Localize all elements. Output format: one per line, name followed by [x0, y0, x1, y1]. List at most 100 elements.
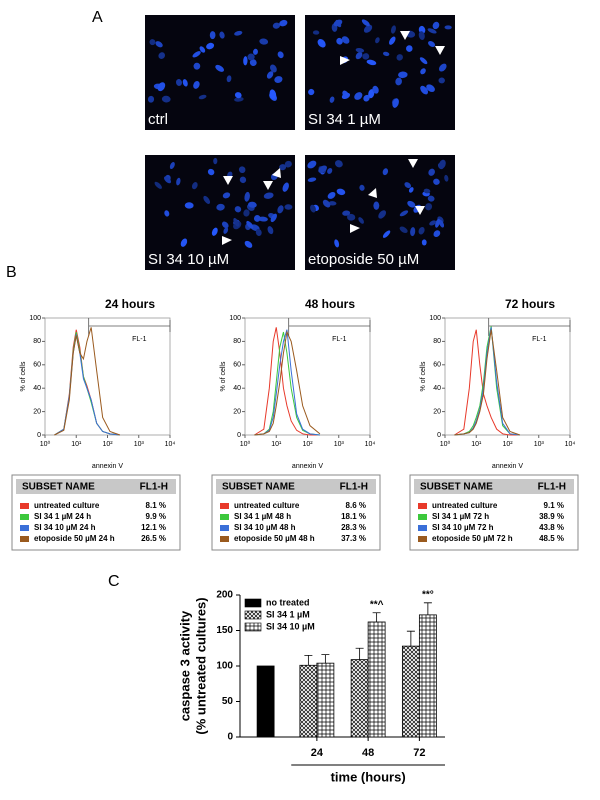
nucleus	[277, 51, 284, 59]
nucleus	[334, 239, 340, 248]
nucleus	[398, 71, 408, 79]
table-cell: SI 34 10 µM 72 h	[432, 523, 494, 532]
x-tick-label: 10²	[102, 441, 113, 448]
nucleus	[253, 48, 258, 55]
nucleus	[407, 200, 416, 208]
table-cell: 12.1 %	[141, 523, 166, 532]
nucleus	[161, 95, 171, 103]
nucleus	[198, 94, 207, 100]
nucleus	[363, 94, 370, 102]
nucleus	[246, 220, 254, 229]
nucleus	[322, 199, 331, 208]
nucleus	[342, 210, 351, 216]
nucleus	[444, 25, 452, 30]
table-header: SUBSET NAME	[420, 482, 493, 493]
bar	[256, 665, 275, 738]
histogram-curve	[54, 329, 120, 436]
arrow	[340, 56, 350, 65]
nucleus	[336, 37, 343, 45]
nucleus	[248, 201, 257, 208]
nucleus	[266, 71, 274, 79]
nucleus	[203, 195, 211, 204]
y-axis-label: (% untreated cultures)	[193, 597, 208, 734]
nucleus	[389, 36, 396, 45]
y-tick-label: 50	[222, 696, 234, 707]
nucleus	[226, 75, 232, 83]
histogram-curve	[54, 334, 120, 436]
x-axis-label: time (hours)	[331, 769, 406, 784]
nucleus	[211, 227, 218, 236]
table-cell: untreated culture	[432, 501, 498, 510]
y-tick-label: 40	[33, 385, 41, 392]
histogram-curve	[454, 329, 521, 436]
table-header: FL1-H	[340, 482, 368, 493]
gate-bracket	[488, 318, 571, 336]
legend-swatch	[244, 622, 262, 632]
table-cell: untreated culture	[34, 501, 100, 510]
nucleus	[180, 238, 188, 247]
nucleus	[192, 51, 201, 58]
panel-label: A	[92, 9, 103, 26]
y-tick-label: 20	[233, 408, 241, 415]
nucleus	[284, 204, 293, 210]
nucleus	[327, 168, 333, 174]
legend-swatch	[220, 525, 229, 531]
table-cell: 9.1 %	[544, 501, 564, 510]
x-tick-label: 10⁰	[40, 440, 51, 448]
x-tick-label: 24	[311, 747, 324, 759]
nucleus	[193, 62, 201, 70]
x-axis-label: annexin V	[92, 463, 123, 470]
table-cell: etoposide 50 µM 48 h	[234, 534, 315, 543]
nucleus	[149, 39, 156, 46]
histogram-curve	[254, 329, 320, 436]
table-cell: etoposide 50 µM 24 h	[34, 534, 115, 543]
error-bar	[372, 612, 381, 622]
x-tick-label: 10¹	[271, 441, 282, 448]
legend-swatch	[220, 514, 229, 520]
nucleus	[428, 40, 436, 48]
nucleus	[420, 85, 429, 95]
table-cell: untreated culture	[234, 501, 300, 510]
bar	[316, 662, 335, 738]
nucleus	[191, 182, 198, 190]
gate-label: FL-1	[132, 336, 147, 343]
image-label: SI 34 10 µM	[148, 251, 229, 268]
nucleus	[362, 53, 370, 60]
chart-title: 48 hours	[305, 297, 355, 311]
nucleus	[399, 210, 409, 217]
table-header: FL1-H	[538, 482, 566, 493]
histogram-curve	[254, 331, 320, 436]
micrograph	[145, 155, 295, 270]
nucleus	[234, 206, 242, 213]
nucleus	[405, 45, 413, 52]
nucleus	[378, 210, 387, 219]
histogram-curve	[254, 327, 320, 436]
nucleus	[355, 52, 363, 60]
panel-label: B	[6, 264, 17, 281]
nucleus	[259, 38, 269, 45]
histogram-curve	[54, 331, 120, 436]
table-cell: SI 34 1 µM 24 h	[34, 512, 91, 521]
nucleus	[244, 240, 253, 248]
y-axis-label: % of cells	[220, 361, 227, 391]
nucleus	[234, 92, 242, 99]
y-tick-label: 200	[216, 590, 233, 601]
nucleus	[428, 168, 435, 176]
nucleus	[363, 24, 373, 33]
table-cell: 37.3 %	[341, 534, 366, 543]
nucleus	[438, 159, 446, 169]
plot-frame	[44, 317, 171, 436]
nucleus	[438, 63, 447, 72]
nucleus	[243, 209, 250, 217]
nucleus	[404, 182, 412, 189]
error-bar	[406, 630, 415, 647]
legend-swatch	[418, 536, 427, 542]
histogram-curve	[454, 327, 520, 436]
y-axis-label: % of cells	[20, 361, 27, 391]
nucleus	[255, 228, 262, 237]
error-bar	[423, 602, 432, 615]
nucleus	[421, 239, 427, 246]
arrow	[400, 31, 410, 40]
nucleus	[158, 52, 166, 59]
y-tick-label: 0	[37, 432, 41, 439]
